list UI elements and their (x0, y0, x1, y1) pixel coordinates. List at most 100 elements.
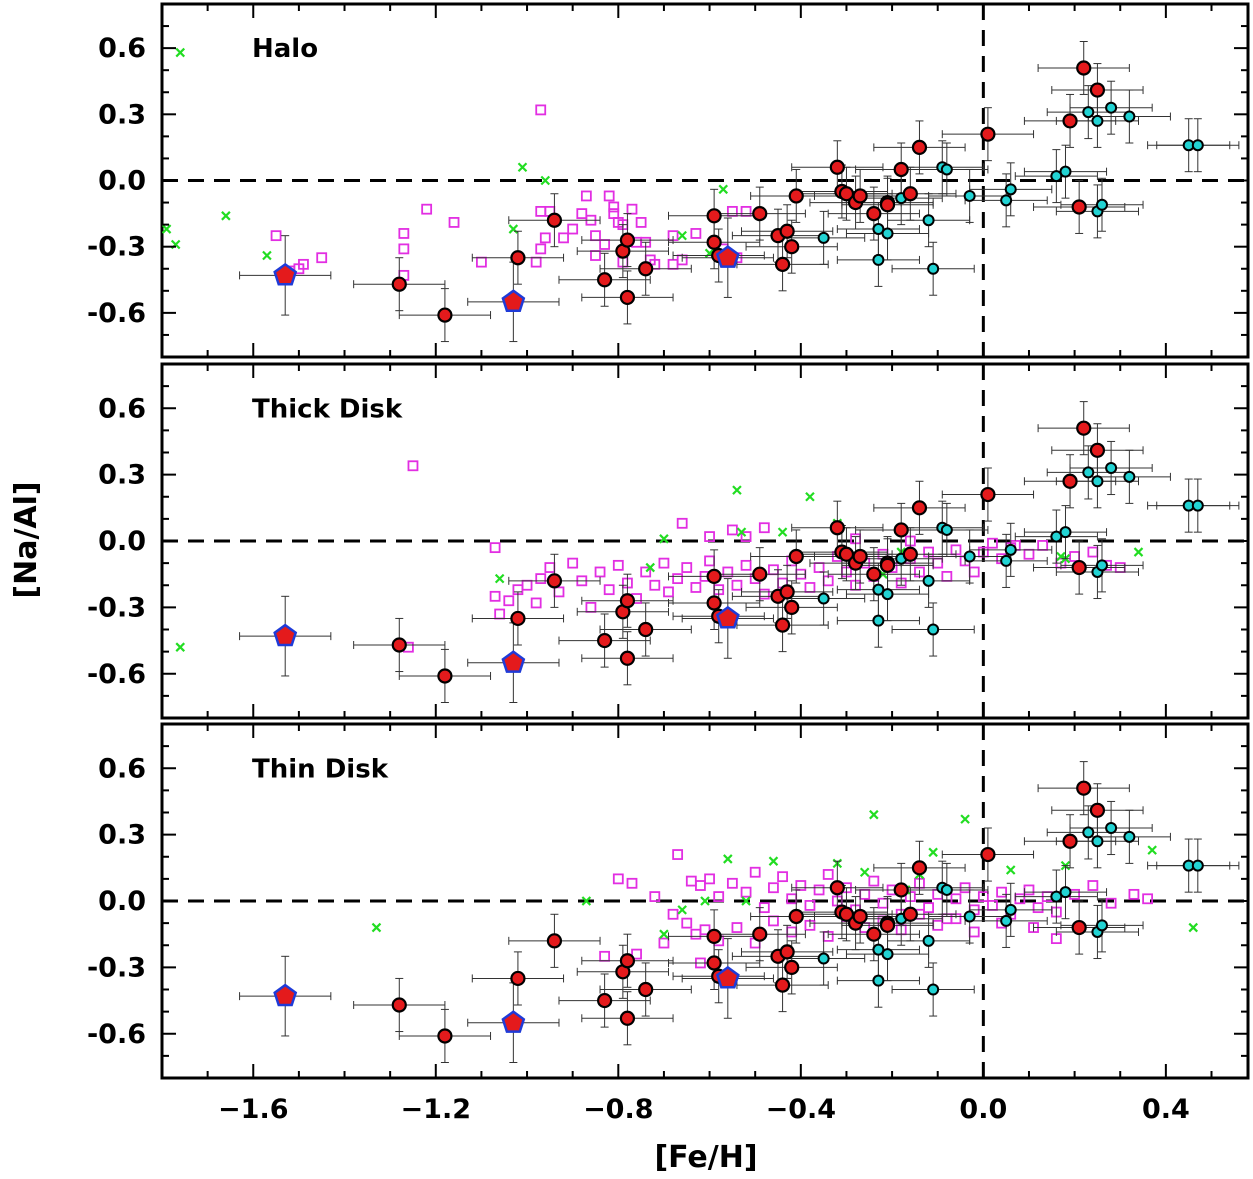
literature-square-point (740, 205, 752, 217)
y-tick-label: 0.6 (98, 393, 146, 424)
literature-square-point (599, 950, 611, 962)
red-program-star (437, 307, 453, 323)
red-program-star (546, 573, 563, 589)
literature-cross-point (1147, 845, 1157, 855)
literature-cross-point (777, 527, 788, 537)
red-program-star (597, 632, 613, 649)
literature-cross-point (1133, 547, 1144, 557)
cyan-program-star (1123, 830, 1136, 843)
literature-square-point (590, 250, 601, 261)
literature-square-point (494, 608, 506, 620)
red-program-star (597, 272, 613, 288)
cyan-program-star (1091, 835, 1104, 848)
red-program-star (866, 926, 882, 942)
literature-square-point (1087, 880, 1099, 891)
x-tick-label: 0.0 (959, 1094, 1007, 1125)
red-program-star (437, 1028, 453, 1044)
literature-square-point (923, 902, 934, 914)
cyan-program-star (922, 574, 935, 587)
literature-cross-point (960, 814, 970, 824)
literature-cross-point (805, 491, 815, 502)
literature-square-point (977, 891, 989, 902)
red-program-star (829, 880, 845, 896)
literature-square-point (690, 582, 702, 593)
literature-cross-point (175, 47, 186, 58)
y-tick-label: -0.6 (87, 659, 146, 690)
red-program-star (510, 610, 526, 627)
literature-cross-point (723, 854, 733, 864)
literature-square-point (813, 562, 825, 573)
red-program-star (391, 997, 407, 1013)
panel-title: Halo (252, 34, 318, 64)
red-program-star (779, 223, 795, 239)
literature-square-point (726, 205, 738, 217)
literature-cross-point (1188, 922, 1199, 933)
literature-square-point (649, 891, 661, 902)
literature-square-point (1032, 902, 1044, 914)
red-program-star (638, 621, 654, 638)
red-program-star (980, 126, 996, 142)
red-program-star (706, 234, 722, 250)
pentagon-program-star (715, 605, 740, 629)
literature-square-point (640, 566, 652, 578)
cyan-program-star (1095, 919, 1108, 932)
literature-square-point (740, 886, 752, 898)
pentagon-program-star (501, 1010, 526, 1033)
red-program-star (1076, 420, 1092, 436)
red-program-star (546, 212, 563, 228)
x-tick-label: −0.8 (583, 1094, 653, 1125)
literature-square-point (521, 579, 533, 591)
pentagon-program-star (501, 289, 526, 312)
literature-square-point (941, 571, 953, 582)
literature-cross-point (162, 224, 172, 234)
red-program-star (1076, 60, 1092, 76)
red-program-star (774, 977, 791, 993)
literature-square-point (690, 928, 702, 940)
cyan-program-star (1191, 859, 1204, 872)
literature-square-point (580, 190, 592, 202)
red-program-star (784, 599, 800, 615)
pentagon-program-star (273, 262, 298, 286)
literature-square-point (681, 917, 693, 929)
cyan-program-star (817, 592, 830, 605)
red-program-star (902, 546, 918, 562)
red-program-star (866, 566, 882, 582)
literature-square-point (672, 573, 684, 585)
red-program-star (706, 208, 722, 224)
cyan-program-star (1105, 101, 1118, 114)
cyan-program-star (1059, 526, 1072, 539)
literature-square-point (704, 555, 715, 567)
literature-square-point (567, 223, 579, 235)
literature-square-point (535, 573, 547, 585)
red-program-star (752, 205, 768, 222)
red-program-star (706, 568, 722, 585)
cyan-program-star (1004, 903, 1017, 916)
literature-square-point (398, 243, 410, 255)
literature-square-point (868, 875, 880, 887)
literature-square-point (603, 584, 615, 596)
red-program-star (752, 566, 768, 582)
red-program-star (619, 289, 636, 306)
cyan-program-star (940, 163, 953, 176)
literature-square-point (535, 243, 547, 255)
red-program-star (911, 139, 928, 156)
panel-1: 0.6 0.3 0.0 -0.3 -0.6 Halo (87, 2, 1250, 359)
cyan-program-star (872, 253, 885, 266)
cyan-program-star (872, 974, 885, 987)
red-program-star (1062, 473, 1078, 489)
literature-square-point (626, 203, 638, 215)
red-program-star (1071, 559, 1087, 576)
panel-data (162, 724, 1248, 1078)
red-program-star (774, 256, 791, 272)
red-program-star (638, 261, 654, 277)
literature-square-point (626, 877, 638, 889)
red-program-star (1062, 113, 1078, 129)
red-program-star (619, 650, 636, 666)
red-program-star (866, 205, 882, 222)
literature-square-point (608, 208, 620, 219)
cyan-program-star (963, 910, 976, 923)
cyan-program-star (1191, 139, 1204, 152)
y-tick-label: 0.3 (98, 99, 146, 130)
cyan-program-star (940, 883, 953, 896)
y-tick-label: 0.3 (98, 820, 146, 851)
